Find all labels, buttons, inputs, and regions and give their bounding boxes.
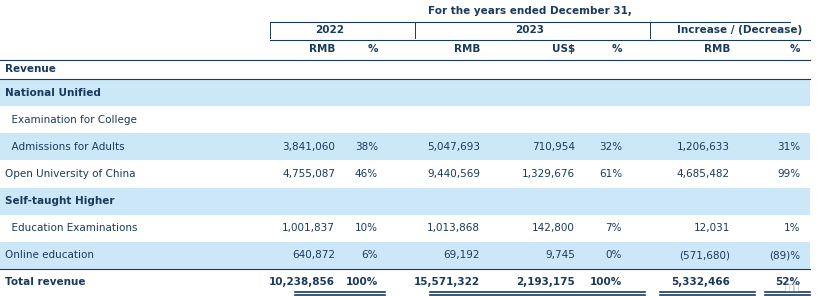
Text: (89)%: (89)% — [769, 250, 800, 260]
Text: 0%: 0% — [606, 250, 622, 260]
Text: 3,841,060: 3,841,060 — [282, 142, 335, 152]
Text: Self-taught Higher: Self-taught Higher — [5, 196, 115, 206]
Text: 2022: 2022 — [315, 25, 344, 35]
Text: 9,745: 9,745 — [545, 250, 575, 260]
Text: 1,001,837: 1,001,837 — [282, 223, 335, 233]
Text: 1,329,676: 1,329,676 — [522, 169, 575, 179]
Text: 52%: 52% — [775, 277, 800, 287]
Text: 100%: 100% — [590, 277, 622, 287]
Text: 1,206,633: 1,206,633 — [677, 142, 730, 152]
Text: 2,193,175: 2,193,175 — [516, 277, 575, 287]
Text: Revenue: Revenue — [5, 64, 56, 74]
Bar — [0, 133, 810, 160]
Text: 5,047,693: 5,047,693 — [427, 142, 480, 152]
Text: 32%: 32% — [599, 142, 622, 152]
Text: (571,680): (571,680) — [679, 250, 730, 260]
Text: 10%: 10% — [355, 223, 378, 233]
Text: 1,013,868: 1,013,868 — [427, 223, 480, 233]
Text: Open University of China: Open University of China — [5, 169, 135, 179]
Text: 9,440,569: 9,440,569 — [427, 169, 480, 179]
Text: 15,571,322: 15,571,322 — [414, 277, 480, 287]
Text: Admissions for Adults: Admissions for Adults — [5, 142, 124, 152]
Text: National Unified: National Unified — [5, 88, 101, 98]
Text: 6%: 6% — [362, 250, 378, 260]
Text: Total revenue: Total revenue — [5, 277, 85, 287]
Text: 99%: 99% — [777, 169, 800, 179]
Text: RMB: RMB — [309, 44, 335, 54]
Text: 31%: 31% — [777, 142, 800, 152]
Text: For the years ended December 31,: For the years ended December 31, — [428, 6, 632, 15]
Bar — [0, 215, 810, 242]
Text: 10,238,856: 10,238,856 — [269, 277, 335, 287]
Text: RMB: RMB — [704, 44, 730, 54]
Text: %: % — [612, 44, 622, 54]
Text: 2023: 2023 — [515, 25, 544, 35]
Bar — [0, 269, 810, 296]
Text: 38%: 38% — [355, 142, 378, 152]
Text: 69,192: 69,192 — [443, 250, 480, 260]
Text: 4,685,482: 4,685,482 — [677, 169, 730, 179]
Text: 710,954: 710,954 — [532, 142, 575, 152]
Text: 4,755,087: 4,755,087 — [282, 169, 335, 179]
Text: 7%: 7% — [606, 223, 622, 233]
Bar — [0, 79, 810, 106]
Text: 100%: 100% — [346, 277, 378, 287]
Text: US$: US$ — [552, 44, 575, 54]
Text: Education Examinations: Education Examinations — [5, 223, 138, 233]
Text: 61%: 61% — [599, 169, 622, 179]
Text: 46%: 46% — [355, 169, 378, 179]
Text: Examination for College: Examination for College — [5, 115, 137, 125]
Text: %: % — [368, 44, 378, 54]
Text: 142,800: 142,800 — [532, 223, 575, 233]
Bar — [0, 242, 810, 269]
Bar — [0, 160, 810, 187]
Text: 估值汇: 估值汇 — [785, 283, 800, 292]
Text: 640,872: 640,872 — [292, 250, 335, 260]
Text: RMB: RMB — [454, 44, 480, 54]
Text: Increase / (Decrease): Increase / (Decrease) — [677, 25, 803, 35]
Text: 5,332,466: 5,332,466 — [671, 277, 730, 287]
Text: %: % — [789, 44, 800, 54]
Text: Online education: Online education — [5, 250, 94, 260]
Text: 12,031: 12,031 — [694, 223, 730, 233]
Bar — [0, 106, 810, 133]
Text: 1%: 1% — [784, 223, 800, 233]
Bar — [0, 187, 810, 215]
